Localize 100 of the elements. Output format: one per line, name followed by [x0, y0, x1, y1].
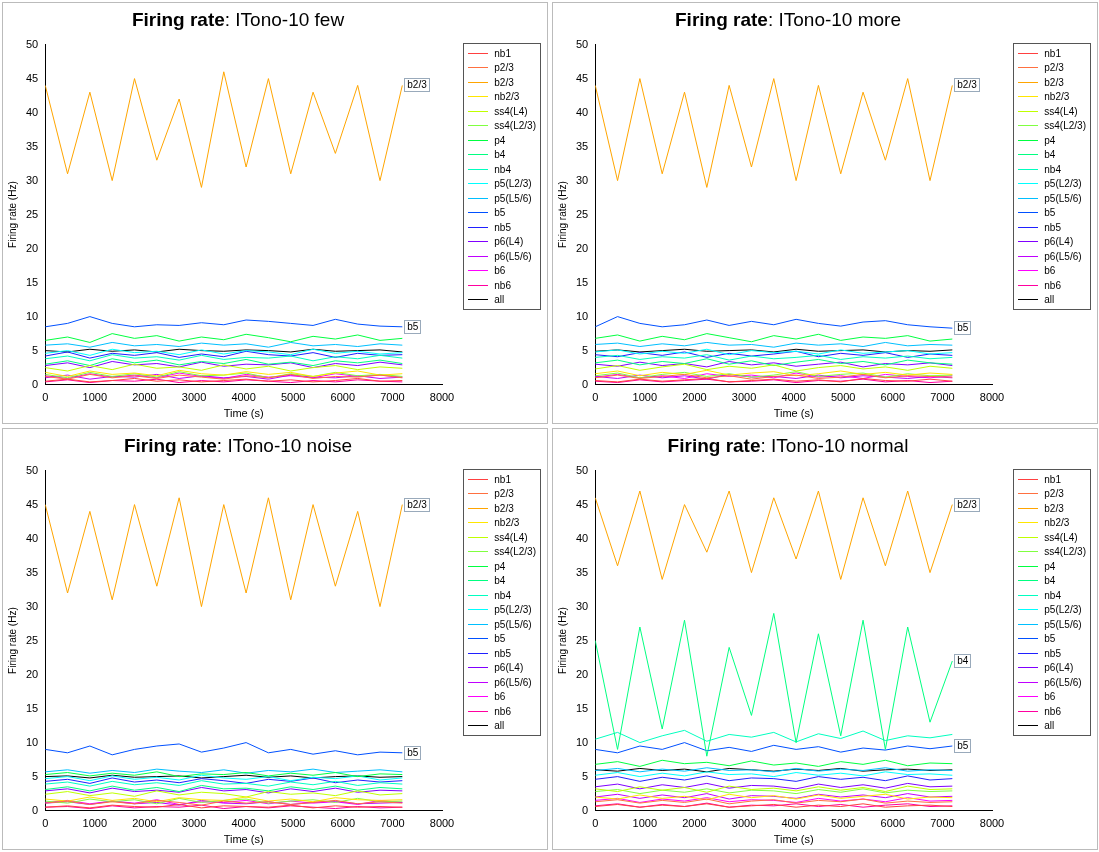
- legend-label: ss4(L2/3): [494, 546, 536, 558]
- y-tick-label: 20: [25, 667, 39, 680]
- x-tick-label: 4000: [231, 817, 256, 830]
- y-axis-title: Firing rate (Hz): [556, 181, 568, 248]
- legend-label: p6(L5/6): [1044, 250, 1082, 262]
- y-tick-label: 5: [582, 343, 589, 356]
- legend-label: b2/3: [1044, 76, 1064, 88]
- y-tick-label: 50: [25, 463, 39, 476]
- legend-label: b6: [494, 691, 506, 703]
- annotation: b5: [954, 739, 972, 753]
- legend-label: nb4: [494, 163, 511, 175]
- legend-label: p5(L2/3): [494, 604, 532, 616]
- x-tick-label: 7000: [380, 817, 405, 830]
- y-tick-label: 15: [575, 275, 589, 288]
- y-tick-label: 30: [25, 599, 39, 612]
- legend-label: ss4(L2/3): [494, 120, 536, 132]
- chart-title: Firing rate: ITono-10 noise: [122, 435, 354, 457]
- legend-label: all: [494, 720, 505, 732]
- y-tick-label: 30: [25, 173, 39, 186]
- y-tick-label: 10: [25, 309, 39, 322]
- annotation: b5: [404, 319, 422, 334]
- y-tick-label: 35: [25, 139, 39, 152]
- chart-title: Firing rate: ITono-10 more: [674, 9, 902, 31]
- legend-label: p2/3: [494, 488, 514, 500]
- x-tick-label: 3000: [731, 391, 757, 404]
- y-tick-label: 0: [32, 377, 39, 390]
- x-axis-title: Time (s): [223, 407, 264, 420]
- legend-label: nb2/3: [494, 517, 520, 529]
- y-tick-label: 0: [32, 803, 39, 816]
- y-tick-label: 5: [32, 343, 39, 356]
- x-tick-label: 1000: [632, 391, 658, 404]
- legend-label: nb1: [494, 47, 511, 59]
- legend-label: nb1: [1044, 473, 1061, 485]
- x-tick-label: 1000: [82, 817, 108, 830]
- legend-label: b6: [494, 265, 506, 277]
- annotation: b5: [404, 745, 422, 760]
- y-tick-label: 10: [575, 309, 589, 322]
- legend-label: b4: [1044, 149, 1056, 161]
- x-axis-title: Time (s): [773, 833, 814, 846]
- legend-label: p2/3: [494, 62, 514, 74]
- legend-label: p5(L5/6): [494, 192, 532, 204]
- y-tick-label: 40: [25, 105, 39, 118]
- x-tick-label: 8000: [979, 391, 1005, 404]
- y-tick-label: 20: [575, 667, 589, 680]
- x-tick-label: 4000: [781, 817, 806, 830]
- legend-label: b2/3: [494, 502, 514, 514]
- legend-label: nb5: [494, 221, 511, 233]
- y-tick-label: 35: [25, 565, 39, 578]
- legend-label: nb2/3: [1044, 91, 1070, 103]
- x-axis-title: Time (s): [223, 833, 264, 846]
- legend-label: p6(L4): [494, 236, 524, 248]
- y-tick-label: 45: [575, 71, 589, 84]
- x-tick-label: 6000: [330, 817, 356, 830]
- y-tick-label: 45: [575, 497, 589, 510]
- legend-label: ss4(L2/3): [1044, 546, 1086, 558]
- legend-label: b5: [494, 633, 506, 645]
- y-tick-label: 50: [25, 37, 39, 50]
- x-tick-label: 3000: [181, 817, 207, 830]
- legend-label: b4: [1044, 575, 1056, 587]
- y-tick-label: 0: [582, 377, 589, 390]
- legend-label: ss4(L4): [494, 105, 528, 117]
- x-tick-label: 6000: [330, 391, 356, 404]
- legend-label: ss4(L2/3): [1044, 120, 1086, 132]
- chart-title: Firing rate: ITono-10 few: [130, 9, 346, 31]
- legend-label: p5(L2/3): [494, 178, 532, 190]
- legend-label: all: [1044, 720, 1055, 732]
- legend-label: b6: [1044, 265, 1056, 277]
- legend-label: p6(L5/6): [1044, 676, 1082, 688]
- annotation: b5: [954, 321, 972, 336]
- legend-label: nb6: [494, 705, 511, 717]
- legend-label: ss4(L4): [1044, 531, 1078, 543]
- y-tick-label: 25: [25, 207, 39, 220]
- x-tick-label: 2000: [132, 391, 157, 404]
- x-tick-label: 2000: [682, 817, 707, 830]
- legend-label: b5: [1044, 633, 1056, 645]
- legend-label: p4: [494, 134, 506, 146]
- y-tick-label: 15: [25, 701, 39, 714]
- y-tick-label: 35: [575, 139, 589, 152]
- legend-label: ss4(L4): [1044, 105, 1078, 117]
- legend-label: all: [1044, 294, 1055, 306]
- legend-label: p5(L2/3): [1044, 604, 1082, 616]
- x-tick-label: 3000: [181, 391, 207, 404]
- x-tick-label: 0: [42, 817, 49, 830]
- legend-label: b6: [1044, 691, 1056, 703]
- legend-label: nb4: [494, 589, 511, 601]
- legend-label: nb6: [494, 279, 511, 291]
- y-tick-label: 30: [575, 173, 589, 186]
- x-tick-label: 7000: [930, 391, 955, 404]
- legend-label: nb4: [1044, 589, 1061, 601]
- legend-label: all: [494, 294, 505, 306]
- x-tick-label: 5000: [280, 817, 306, 830]
- annotation: b2/3: [404, 497, 430, 512]
- legend-label: nb2/3: [1044, 517, 1070, 529]
- x-tick-label: 8000: [429, 391, 455, 404]
- y-tick-label: 45: [25, 497, 39, 510]
- legend-label: nb1: [1044, 47, 1061, 59]
- legend-label: ss4(L4): [494, 531, 528, 543]
- y-tick-label: 45: [25, 71, 39, 84]
- legend-label: nb2/3: [494, 91, 520, 103]
- y-tick-label: 25: [25, 633, 39, 646]
